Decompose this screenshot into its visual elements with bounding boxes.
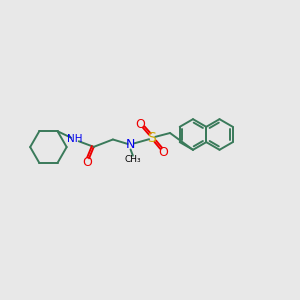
Text: N: N — [126, 138, 135, 151]
Text: O: O — [135, 118, 145, 131]
Text: S: S — [147, 131, 156, 145]
Text: CH₃: CH₃ — [124, 155, 141, 164]
Text: O: O — [158, 146, 168, 159]
Text: NH: NH — [67, 134, 83, 145]
Text: O: O — [82, 156, 92, 169]
